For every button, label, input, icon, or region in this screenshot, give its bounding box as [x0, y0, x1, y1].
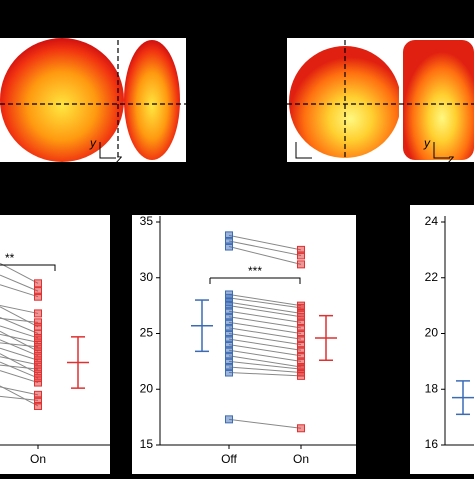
y-tick-label: 20 — [140, 381, 154, 395]
axis-label: y — [89, 136, 97, 150]
y-tick-label: 15 — [140, 437, 154, 451]
data-point — [34, 309, 42, 318]
data-point — [225, 368, 233, 377]
axis-indicators — [99, 142, 450, 179]
panel-title: NIR excitation (power — [388, 5, 474, 20]
pair-line — [228, 310, 302, 323]
scale-label: 5 um — [124, 162, 151, 176]
pair-line — [0, 386, 39, 396]
y-tick-label: 25 — [140, 326, 154, 340]
guides — [0, 40, 474, 160]
data-point — [297, 424, 305, 433]
divider — [399, 38, 403, 162]
cell-image — [124, 40, 180, 160]
pair-line — [0, 306, 39, 328]
y-tick-label: 35 — [140, 214, 154, 228]
cell-image — [403, 40, 474, 160]
significance-bracket — [0, 264, 56, 271]
axis-label: z — [447, 152, 454, 166]
pair-line — [228, 293, 302, 307]
y-tick-label: 18 — [425, 381, 439, 395]
data-point — [34, 401, 42, 410]
data-point — [225, 242, 233, 251]
y-tick-label: 16 — [425, 437, 439, 451]
pair-line — [228, 418, 302, 429]
pair-line — [228, 333, 302, 346]
pair-line — [228, 366, 302, 374]
pair-line — [0, 339, 39, 357]
y-tick-label: 24 — [425, 214, 439, 228]
pair-line — [228, 372, 302, 377]
pair-line — [228, 338, 302, 351]
pair-line — [0, 342, 39, 348]
pair-line — [228, 349, 302, 362]
cell-image — [0, 38, 124, 162]
data-point — [34, 279, 42, 288]
pair-line — [0, 317, 39, 334]
significance-bracket — [209, 277, 301, 284]
data-point — [34, 378, 42, 387]
pair-line — [0, 325, 39, 339]
pair-line — [0, 284, 39, 298]
axis-label: y — [423, 136, 431, 150]
pair-line — [0, 333, 39, 343]
x-tick-label: On — [30, 452, 46, 466]
pair-line — [228, 297, 302, 309]
chart-panel — [132, 215, 356, 474]
data-point — [297, 260, 305, 269]
pair-line — [228, 316, 302, 329]
cell-image — [289, 46, 401, 158]
data-point — [34, 292, 42, 301]
pair-line — [0, 370, 39, 384]
panel-title: o NIR excitation (Original RBC) — [0, 10, 180, 25]
axis-label: x — [295, 158, 303, 172]
pair-line — [0, 304, 39, 314]
data-point — [225, 415, 233, 424]
pair-line — [0, 274, 39, 292]
pair-line — [0, 317, 39, 323]
pair-line — [228, 321, 302, 334]
pair-line — [228, 246, 302, 265]
data-point — [297, 251, 305, 260]
y-tick-label: 20 — [425, 326, 439, 340]
pair-line — [228, 305, 302, 318]
pair-line — [0, 347, 39, 361]
significance-label: ** — [5, 251, 15, 265]
significance-label: *** — [248, 264, 262, 278]
pair-line — [228, 301, 302, 314]
pair-line — [228, 240, 302, 256]
chart-panel — [410, 205, 474, 474]
pair-line — [228, 355, 302, 368]
pair-line — [228, 327, 302, 340]
pair-line — [0, 361, 39, 379]
data-point — [34, 322, 42, 331]
x-tick-label: On — [293, 452, 309, 466]
pair-line — [0, 330, 39, 352]
pair-line — [0, 262, 39, 284]
y-tick-label: 30 — [140, 270, 154, 284]
pair-line — [228, 360, 302, 370]
x-tick-label: Off — [221, 452, 237, 466]
pair-line — [228, 344, 302, 357]
pair-line — [0, 385, 39, 407]
panel-subtitle: Estimated Tmax — [376, 23, 463, 40]
y-tick-label: 22 — [425, 270, 439, 284]
pair-line — [0, 353, 39, 375]
axis-label: z — [115, 152, 122, 166]
pair-line — [0, 364, 39, 370]
pair-line — [0, 395, 39, 401]
data-point — [297, 371, 305, 380]
pair-line — [228, 234, 302, 251]
pair-line — [0, 356, 39, 366]
